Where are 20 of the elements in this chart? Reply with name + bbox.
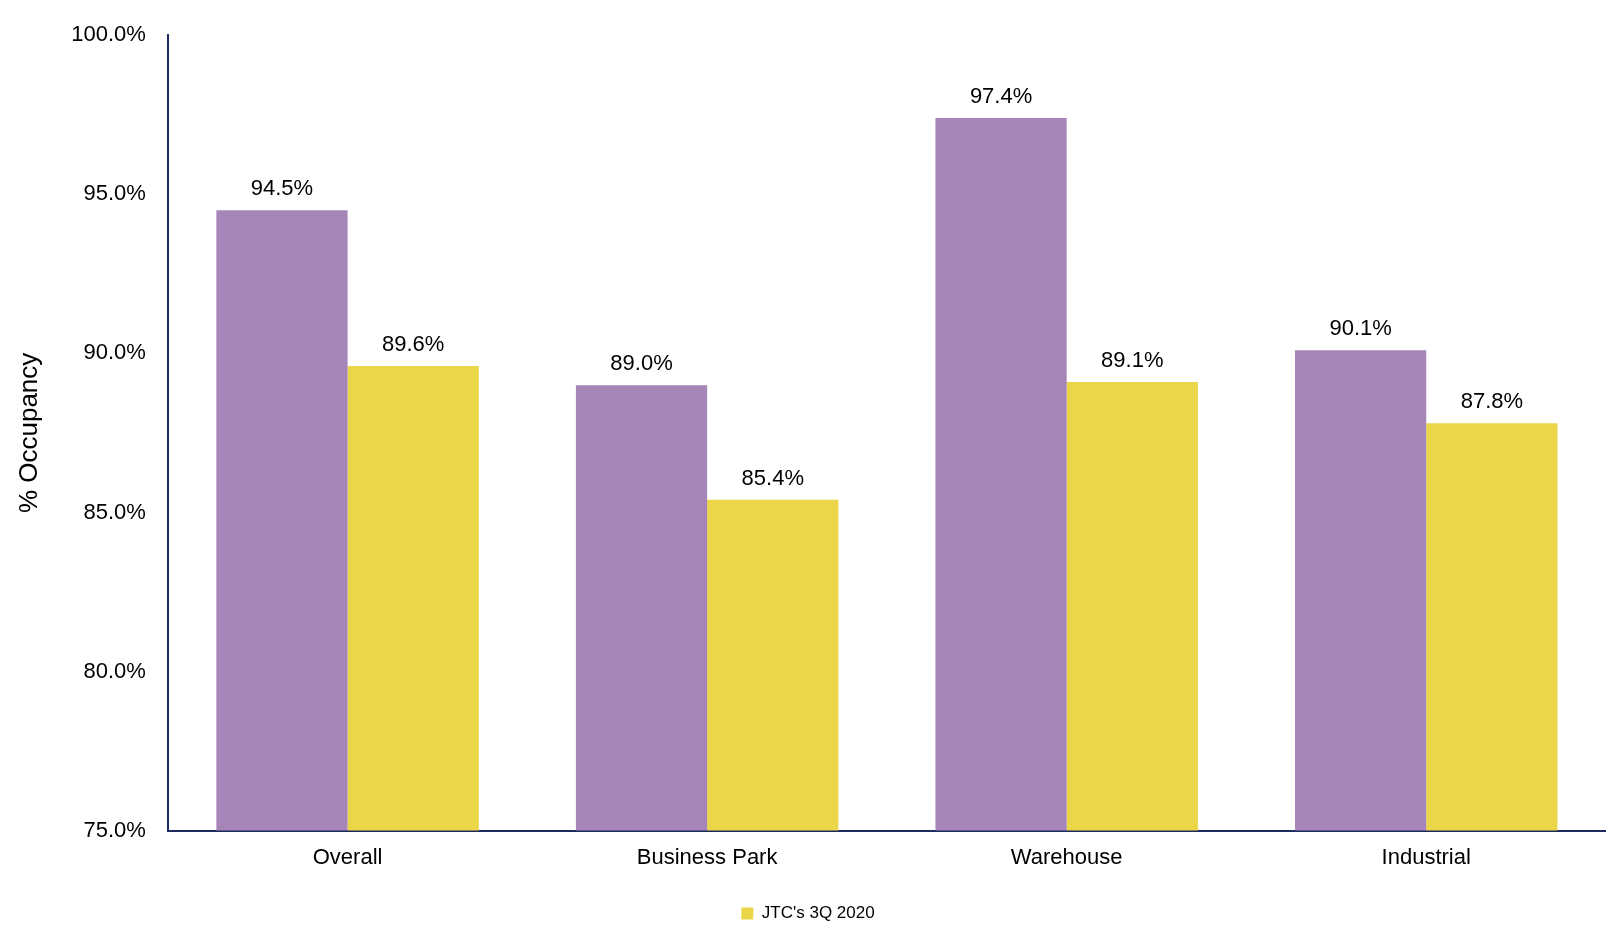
y-tick-label: 80.0%: [83, 657, 146, 683]
y-axis-title: % Occupancy: [12, 352, 43, 514]
y-tick-label: 100.0%: [71, 21, 146, 47]
y-tick-label: 85.0%: [83, 498, 146, 524]
data-label: 89.0%: [610, 350, 673, 376]
y-tick-label: 90.0%: [83, 339, 146, 365]
data-label: 87.8%: [1460, 388, 1524, 414]
data-label: 94.5%: [250, 175, 314, 201]
data-label: 85.4%: [741, 464, 804, 490]
x-tick-label: Warehouse: [1010, 843, 1123, 869]
data-label: 89.1%: [1101, 347, 1164, 373]
data-label: 97.4%: [969, 82, 1033, 108]
x-tick-label: Business Park: [636, 843, 779, 869]
legend-label: JTC's 3Q 2020: [761, 903, 875, 923]
data-label: 89.6%: [382, 331, 445, 357]
data-label: 90.1%: [1329, 315, 1392, 341]
y-tick-label: 95.0%: [83, 180, 146, 206]
x-tick-label: Overall: [312, 843, 383, 869]
x-tick-label: Industrial: [1381, 843, 1471, 869]
y-tick-label: 75.0%: [83, 816, 146, 842]
